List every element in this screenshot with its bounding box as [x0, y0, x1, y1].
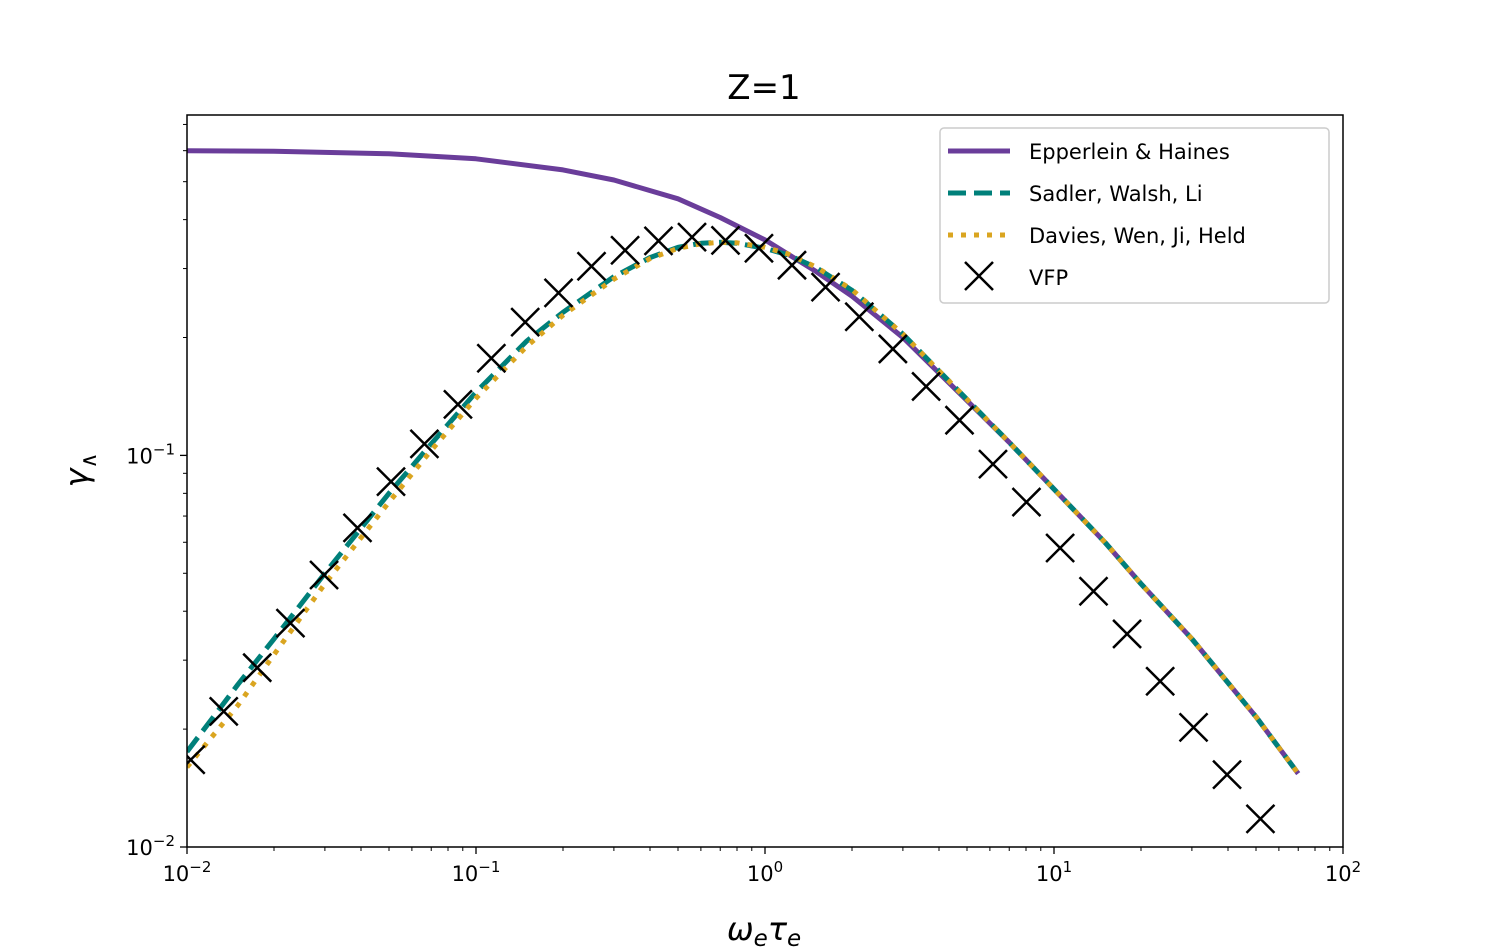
vfp-marker — [1011, 487, 1042, 517]
vfp-marker — [309, 560, 339, 590]
x-axis-label: ωeτe — [727, 910, 801, 952]
vfp-marker — [810, 272, 841, 302]
x-tick-exponent: 0 — [774, 858, 784, 876]
vfp-marker — [476, 343, 507, 374]
vfp-marker — [610, 235, 640, 266]
y-axis-label-gamma: γ — [58, 467, 96, 488]
legend: Epperlein & Haines Sadler, Walsh, Li Dav… — [939, 127, 1330, 304]
x-tick-base: 10 — [747, 862, 774, 886]
x-tick-label: 102 — [1325, 858, 1361, 886]
vfp-marker — [510, 307, 541, 337]
vfp-marker — [1212, 759, 1242, 790]
vfp-marker — [777, 250, 807, 281]
vfp-marker — [275, 608, 306, 638]
x-tick-label: 10−2 — [163, 858, 212, 886]
vfp-marker — [187, 744, 206, 775]
legend-label-epperlein: Epperlein & Haines — [1029, 140, 1230, 164]
axes-frame — [186, 114, 1344, 848]
series-layer — [187, 148, 1301, 834]
legend-label-sadler: Sadler, Walsh, Li — [1029, 182, 1203, 206]
series-line-davies — [187, 239, 1301, 776]
vfp-marker — [1178, 712, 1209, 743]
legend-entry-sadler: Sadler, Walsh, Li — [948, 182, 1203, 206]
x-tick-exponent: 2 — [1352, 858, 1362, 876]
x-tick-base: 10 — [1036, 862, 1063, 886]
y-tick-exponent: −2 — [153, 832, 175, 850]
legend-label-davies: Davies, Wen, Ji, Held — [1029, 224, 1246, 248]
legend-entry-vfp: VFP — [964, 261, 1068, 291]
legend-entry-epperlein: Epperlein & Haines — [948, 140, 1230, 164]
legend-label-vfp: VFP — [1029, 266, 1068, 290]
vfp-marker — [944, 405, 975, 436]
vfp-marker — [376, 466, 406, 497]
y-axis-label-sub: ∧ — [77, 452, 102, 468]
vfp-marker — [911, 371, 942, 402]
x-tick-exponent: 1 — [1063, 858, 1073, 876]
y-tick-label: 10−2 — [126, 832, 175, 860]
x-tick-label: 10−1 — [452, 858, 501, 886]
vfp-marker — [877, 334, 908, 364]
x-tick-base: 10 — [452, 862, 479, 886]
vfp-marker — [844, 301, 875, 332]
x-tick-exponent: −1 — [478, 858, 500, 876]
plot-area — [187, 148, 1301, 834]
vfp-marker — [409, 429, 440, 459]
vfp-marker — [443, 389, 473, 420]
vfp-marker — [643, 226, 674, 256]
series-line-sadler — [187, 239, 1301, 776]
vfp-marker — [1045, 533, 1076, 563]
x-axis-ticks: 10−2 10−1 100 101 102 — [163, 847, 1361, 886]
series-markers-vfp — [187, 222, 1276, 834]
vfp-marker — [208, 696, 239, 727]
y-tick-base: 10 — [126, 836, 153, 860]
vfp-marker — [978, 449, 1008, 480]
x-tick-base: 10 — [163, 862, 190, 886]
x-tick-label: 101 — [1036, 858, 1072, 886]
legend-swatch-vfp — [964, 261, 994, 291]
vfp-marker — [342, 512, 373, 543]
x-tick-exponent: −2 — [189, 858, 211, 876]
legend-entry-davies: Davies, Wen, Ji, Held — [948, 224, 1246, 248]
x-tick-base: 10 — [1325, 862, 1352, 886]
legend-frame — [939, 127, 1330, 304]
vfp-marker — [543, 278, 574, 308]
vfp-marker — [1112, 619, 1142, 649]
vfp-marker — [677, 222, 707, 252]
x-axis-label-tau: τ — [768, 910, 788, 948]
x-axis-label-sub-2: e — [787, 926, 801, 952]
y-tick-base: 10 — [126, 444, 153, 468]
x-axis-label-sub-1: e — [754, 926, 768, 952]
x-axis-label-omega: ω — [727, 910, 754, 948]
y-axis-label: γ∧ — [58, 452, 102, 487]
y-axis-ticks: 10−210−1 — [126, 123, 187, 860]
vfp-marker — [242, 652, 273, 683]
x-tick-label: 100 — [747, 858, 783, 886]
vfp-marker — [710, 225, 741, 256]
chart-title: Z=1 — [727, 68, 800, 108]
vfp-marker — [1078, 576, 1109, 607]
y-tick-exponent: −1 — [153, 440, 175, 458]
vfp-marker — [744, 233, 774, 264]
y-tick-label: 10−1 — [126, 440, 175, 468]
vfp-marker — [1245, 803, 1276, 834]
vfp-marker — [576, 251, 607, 282]
vfp-marker — [1145, 666, 1176, 697]
